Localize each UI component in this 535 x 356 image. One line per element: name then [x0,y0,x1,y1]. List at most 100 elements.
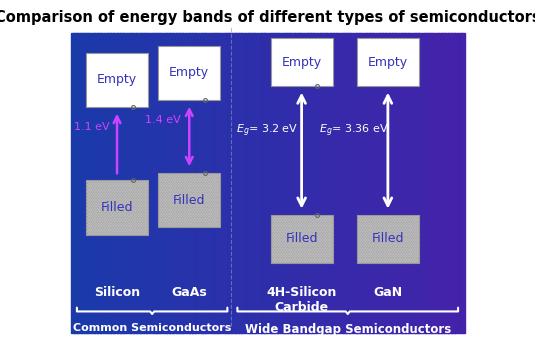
Bar [159,33,164,334]
Text: $E_g$= 3.36 eV: $E_g$= 3.36 eV [319,122,388,138]
Bar [124,33,127,334]
Bar [277,33,281,334]
Bar [130,33,134,334]
Bar [320,33,324,334]
Bar [303,33,308,334]
Bar [389,33,393,334]
Bar [198,33,203,334]
Bar [333,33,337,334]
Bar [94,33,98,334]
Bar [382,33,386,334]
Bar [166,33,170,334]
Bar [235,33,239,334]
Bar [113,33,118,334]
Bar [195,33,200,334]
Bar [218,33,223,334]
FancyBboxPatch shape [357,38,419,86]
Text: Wide Bandgap Semiconductors: Wide Bandgap Semiconductors [244,323,451,336]
Bar [415,33,419,334]
Bar [251,33,255,334]
Bar [337,33,340,334]
Bar [143,33,147,334]
Bar [258,33,262,334]
Bar [392,33,396,334]
Bar [74,33,78,334]
Bar [182,33,186,334]
Bar [445,33,448,334]
Bar [284,33,288,334]
Bar [133,33,137,334]
Bar [291,33,294,334]
Bar [232,33,235,334]
Bar [179,33,183,334]
Bar [395,33,399,334]
Text: Filled: Filled [372,232,404,245]
Bar [294,33,298,334]
Bar [107,33,111,334]
Text: Empty: Empty [368,56,408,69]
Bar [330,33,334,334]
Text: Empty: Empty [281,56,322,69]
Bar [202,33,206,334]
Bar [238,33,242,334]
Bar [97,33,101,334]
Bar [376,33,380,334]
Bar [248,33,252,334]
Bar [411,33,416,334]
Bar [209,33,212,334]
Text: 1.1 eV: 1.1 eV [74,122,110,132]
Bar [163,33,167,334]
Text: Comparison of energy bands of different types of semiconductors: Comparison of energy bands of different … [0,10,535,25]
Bar [363,33,366,334]
Bar [314,33,317,334]
Bar [215,33,219,334]
Bar [356,33,360,334]
Bar [241,33,246,334]
FancyBboxPatch shape [271,38,333,86]
Bar [346,33,350,334]
Bar [87,33,91,334]
Bar [438,33,442,334]
Text: GaN: GaN [373,286,402,299]
Bar [434,33,439,334]
Bar [307,33,311,334]
Text: Filled: Filled [285,232,318,245]
Bar [264,33,268,334]
Bar [372,33,377,334]
Text: Common Semiconductors: Common Semiconductors [73,323,231,333]
Bar [317,33,320,334]
Bar [461,33,465,334]
Bar [431,33,435,334]
Bar [110,33,114,334]
Bar [369,33,373,334]
Bar [326,33,331,334]
Bar [255,33,258,334]
Bar [402,33,406,334]
Bar [300,33,304,334]
Text: Filled: Filled [101,201,133,214]
Bar [120,33,124,334]
Bar [379,33,383,334]
FancyBboxPatch shape [271,215,333,263]
Bar [136,33,141,334]
Bar [176,33,180,334]
FancyBboxPatch shape [158,173,220,227]
Bar [448,33,452,334]
Bar [221,33,226,334]
Bar [78,33,81,334]
Bar [454,33,458,334]
FancyBboxPatch shape [86,180,148,235]
Bar [212,33,216,334]
Bar [261,33,265,334]
Bar [359,33,363,334]
Bar [153,33,157,334]
Text: 1.4 eV: 1.4 eV [146,115,181,125]
Bar [343,33,347,334]
Bar [280,33,285,334]
Text: $E_g$= 3.2 eV: $E_g$= 3.2 eV [236,122,299,138]
Bar [457,33,462,334]
Bar [349,33,354,334]
Bar [340,33,343,334]
Bar [169,33,173,334]
Bar [140,33,144,334]
